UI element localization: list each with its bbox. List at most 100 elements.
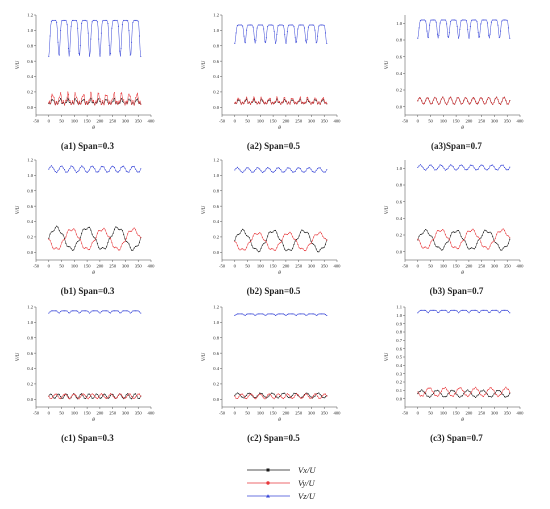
data-point-vz xyxy=(320,24,323,26)
data-point-vx xyxy=(298,235,300,237)
data-point-vz xyxy=(418,165,420,167)
data-point-vx xyxy=(459,396,461,398)
data-point-vx xyxy=(129,99,131,101)
data-point-vz xyxy=(455,309,457,311)
data-point-vz xyxy=(286,30,288,33)
data-point-vz xyxy=(444,169,446,171)
data-point-vx xyxy=(125,394,127,396)
data-point-vz xyxy=(435,21,437,23)
data-point-vz xyxy=(85,310,87,312)
data-point-vx xyxy=(502,247,504,249)
data-point-vz xyxy=(267,166,269,169)
data-point-vz xyxy=(264,314,266,316)
data-point-vz xyxy=(429,164,431,166)
data-point-vz xyxy=(309,24,311,26)
data-point-vz xyxy=(265,37,267,39)
y-tick-label: 0.0 xyxy=(213,397,219,402)
data-point-vx xyxy=(506,245,508,247)
data-point-vy xyxy=(417,238,419,240)
data-point-vy xyxy=(62,394,64,396)
data-point-vy xyxy=(486,248,488,250)
data-point-vy xyxy=(315,98,317,100)
data-point-vx xyxy=(57,393,59,395)
data-point-vy xyxy=(67,94,70,96)
data-point-vz xyxy=(303,171,305,173)
data-point-vy xyxy=(103,227,105,229)
data-point-vz xyxy=(503,309,506,311)
data-point-vz xyxy=(502,309,504,311)
data-point-vz xyxy=(436,311,439,313)
data-point-vx xyxy=(66,245,68,247)
data-point-vy xyxy=(48,238,50,240)
data-point-vz xyxy=(467,28,469,31)
data-point-vz xyxy=(85,170,87,172)
data-point-vy xyxy=(103,104,105,106)
data-point-vz xyxy=(460,164,462,166)
data-point-vz xyxy=(116,19,118,22)
data-point-vz xyxy=(306,314,308,316)
data-point-vy xyxy=(100,103,102,105)
data-point-vz xyxy=(433,167,435,169)
data-point-vz xyxy=(268,313,270,315)
data-point-vy xyxy=(82,393,84,395)
data-point-vz xyxy=(70,165,72,167)
data-point-vy xyxy=(311,240,313,242)
data-point-vy xyxy=(268,98,270,100)
data-point-vz xyxy=(250,313,252,315)
data-point-vz xyxy=(440,19,442,21)
data-point-vy xyxy=(503,96,506,98)
data-point-vy xyxy=(274,249,277,251)
data-point-vx xyxy=(111,235,113,237)
data-point-vy xyxy=(132,397,134,399)
data-point-vx xyxy=(486,393,488,395)
data-point-vz xyxy=(303,313,305,315)
data-point-vz xyxy=(280,24,282,26)
data-point-vz xyxy=(314,313,316,315)
subplot-1: -50 0 50 100 150 200 250 300 350 4000.00.20.40.60… xyxy=(15,13,155,151)
data-point-vz xyxy=(250,24,252,26)
data-point-vz xyxy=(83,310,85,312)
data-point-vy xyxy=(472,97,474,99)
data-point-vz xyxy=(274,170,277,172)
data-point-vx xyxy=(244,232,246,234)
data-point-vy xyxy=(479,238,481,240)
data-point-vx xyxy=(324,396,327,398)
data-point-vy xyxy=(289,395,291,397)
data-point-vx xyxy=(271,231,273,233)
x-tick-label: 350 xyxy=(135,264,143,269)
data-point-vy xyxy=(234,102,236,104)
data-point-vz xyxy=(490,310,492,312)
data-point-vy xyxy=(54,247,56,249)
data-point-vz xyxy=(116,171,118,173)
x-tick-label: 250 xyxy=(478,264,486,269)
data-point-vx xyxy=(315,248,317,250)
y-tick-label: 0.0 xyxy=(213,105,219,110)
data-point-vz xyxy=(477,32,479,34)
data-point-vz xyxy=(82,310,84,312)
data-point-vy xyxy=(62,239,64,241)
data-point-vy xyxy=(94,239,96,241)
data-point-vy xyxy=(102,100,104,102)
data-point-vy xyxy=(301,397,303,399)
data-point-vx xyxy=(505,246,507,248)
data-point-vz xyxy=(272,171,274,173)
data-point-vz xyxy=(73,310,75,312)
data-point-vz xyxy=(79,167,81,169)
data-point-vy xyxy=(58,248,60,250)
data-point-vy xyxy=(66,232,68,234)
data-point-vx xyxy=(317,251,319,253)
data-point-vy xyxy=(244,249,246,251)
data-point-vz xyxy=(82,19,84,21)
data-point-vz xyxy=(70,25,72,27)
data-point-vz xyxy=(498,167,500,169)
data-point-vy xyxy=(117,249,119,251)
data-point-vz xyxy=(127,171,129,173)
data-point-vy xyxy=(448,238,450,240)
data-point-vy xyxy=(423,246,425,248)
data-point-vy xyxy=(240,248,242,250)
data-point-vz xyxy=(433,309,435,311)
data-point-vy xyxy=(298,99,300,101)
data-point-vy xyxy=(433,238,435,240)
data-point-vx xyxy=(309,236,311,238)
data-point-vx xyxy=(494,242,496,244)
